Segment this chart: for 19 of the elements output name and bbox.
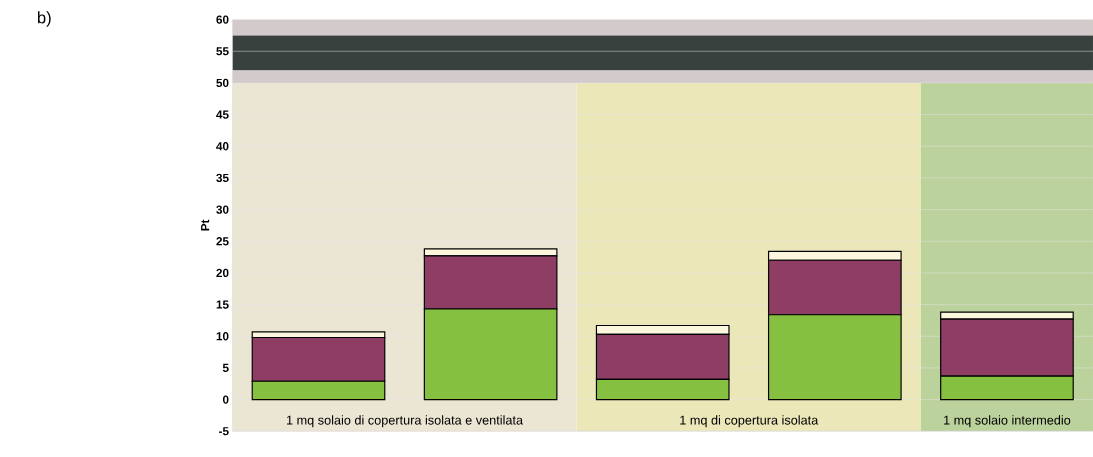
y-tick-label: 55 <box>216 47 229 56</box>
y-tick-label: 35 <box>216 173 229 183</box>
y-tick-label: 10 <box>216 332 229 341</box>
y-tick-label: 30 <box>216 205 229 214</box>
y-tick-label: 45 <box>216 110 229 119</box>
y-tick-label: 20 <box>216 268 229 278</box>
y-tick-label: 25 <box>216 237 229 246</box>
annotation: 1 mq solaio di copertura isolata e ventilata <box>286 415 524 428</box>
y-tick-label: 40 <box>216 142 229 151</box>
y-tick-label: 0 <box>222 395 229 404</box>
y-tick-label: 15 <box>216 300 229 309</box>
annotation: 1 mq di copertura isolata <box>680 415 819 428</box>
y-axis-title: Pt <box>201 219 210 231</box>
annotation: 1 mq solaio intermedio <box>944 415 1071 428</box>
y-tick-label: 60 <box>216 15 229 24</box>
y-tick-label: -5 <box>219 427 229 436</box>
y-tick-label: 50 <box>216 78 229 88</box>
text: b) <box>38 11 51 27</box>
y-tick-label: 5 <box>222 363 229 373</box>
